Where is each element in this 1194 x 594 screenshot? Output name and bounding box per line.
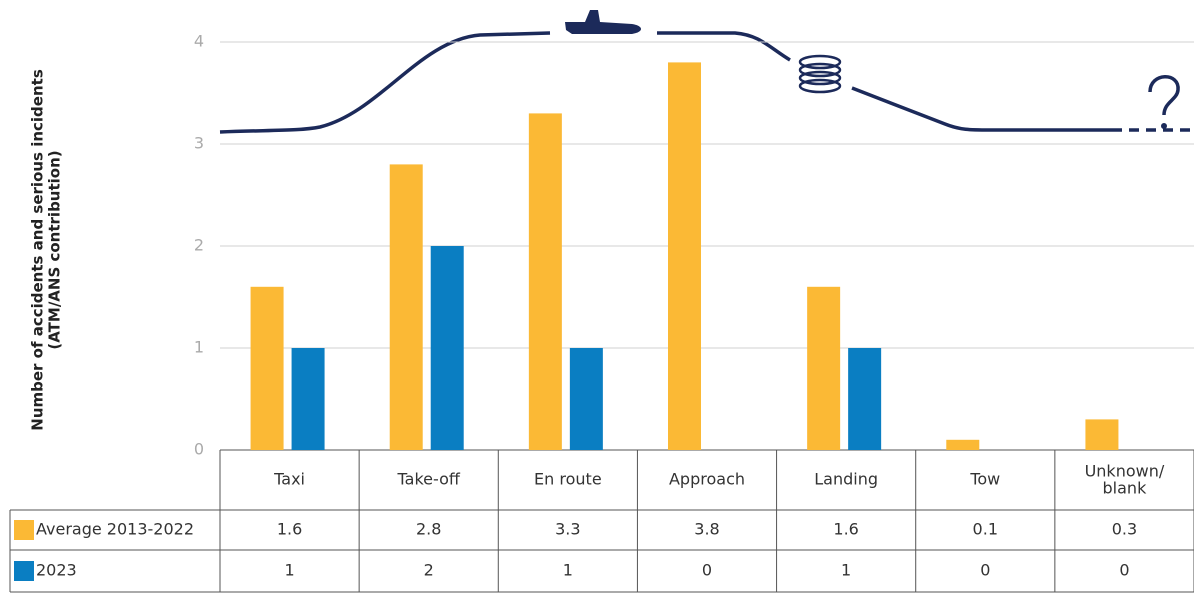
bar [668, 62, 701, 451]
bar [528, 113, 562, 451]
bar [946, 439, 980, 450]
x-tick-label: Unknown/blank [1085, 461, 1165, 497]
table-value: 0 [702, 561, 712, 580]
table-value: 1 [284, 561, 294, 580]
y-axis-label-line: (ATM/ANS contribution) [46, 150, 64, 349]
table-value: 2.8 [416, 520, 441, 539]
y-axis-label-line: Number of accidents and serious incident… [29, 69, 47, 431]
spring-icon [798, 54, 842, 94]
x-tick-label: Tow [969, 470, 1000, 489]
x-tick-label-line: Unknown/ [1085, 461, 1165, 480]
legend-swatch [14, 520, 34, 540]
bar [1085, 419, 1119, 450]
y-tick-label: 0 [194, 440, 204, 459]
x-tick-label: Approach [669, 470, 745, 489]
plane-icon [565, 10, 641, 34]
table-value: 0.1 [973, 520, 998, 539]
bar [389, 164, 423, 450]
y-tick-label: 4 [194, 32, 204, 51]
x-tick-label: Landing [814, 470, 878, 489]
table-value: 1 [563, 561, 573, 580]
bar [807, 286, 841, 450]
flight-profile [219, 31, 1194, 134]
bar [430, 246, 464, 450]
x-tick-label: Taxi [273, 470, 305, 489]
legend-label: Average 2013-2022 [36, 520, 194, 539]
table-value: 0 [1119, 561, 1129, 580]
table-value: 0.3 [1112, 520, 1137, 539]
legend-swatch [14, 561, 34, 581]
question-dot [1161, 123, 1167, 129]
table-value: 0 [980, 561, 990, 580]
x-tick-label-line: blank [1103, 478, 1148, 497]
y-tick-label: 1 [194, 338, 204, 357]
bar [291, 348, 325, 450]
table-value: 1.6 [277, 520, 302, 539]
table-value: 1 [841, 561, 851, 580]
table-value: 1.6 [833, 520, 858, 539]
legend-label: 2023 [36, 561, 77, 580]
bar [848, 348, 882, 450]
x-tick-label: Take-off [397, 470, 461, 489]
y-tick-label: 2 [194, 236, 204, 255]
bar [250, 286, 284, 450]
x-tick-label: En route [534, 470, 602, 489]
bar [569, 348, 603, 450]
y-axis-label: Number of accidents and serious incident… [29, 69, 64, 431]
table-value: 2 [424, 561, 434, 580]
table-value: 3.8 [694, 520, 719, 539]
table-value: 3.3 [555, 520, 580, 539]
y-tick-label: 3 [194, 134, 204, 153]
